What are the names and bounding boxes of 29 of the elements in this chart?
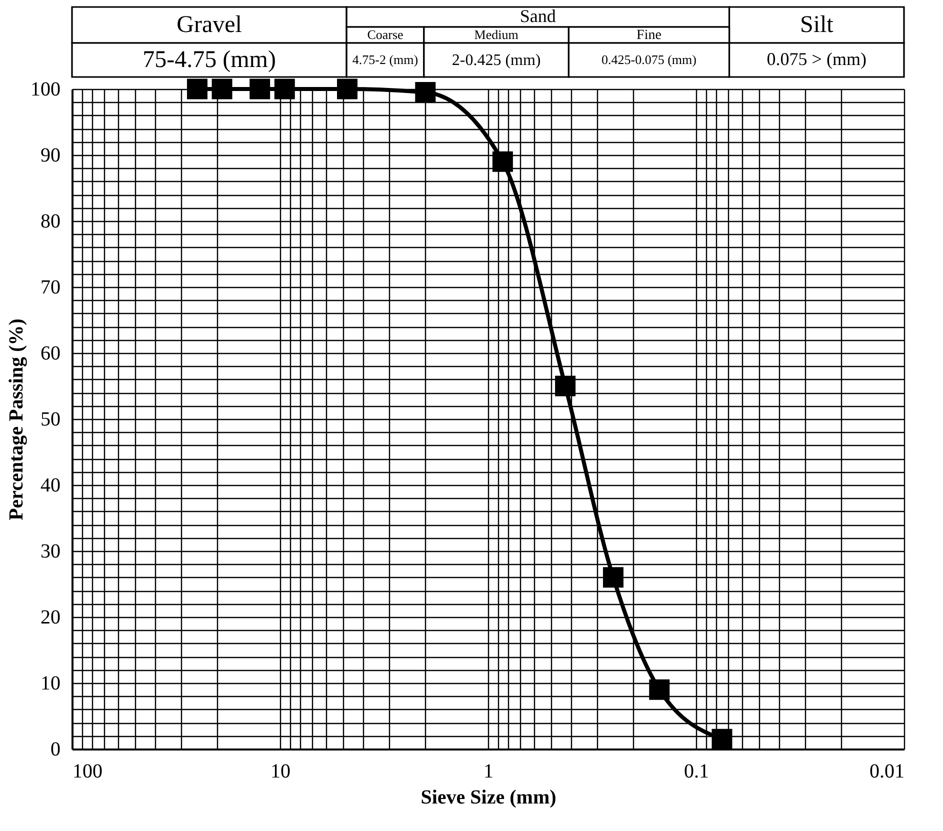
y-tick-label: 100 (30, 78, 60, 100)
text: 4.75-2 (mm) (352, 52, 418, 67)
y-tick-label: 0 (50, 738, 60, 760)
x-tick-label: 0.01 (870, 760, 904, 782)
x-tick-label: 10 (270, 760, 290, 782)
text: Medium (474, 27, 518, 42)
x-tick-label: 0.1 (684, 760, 709, 782)
text: Coarse (367, 27, 404, 42)
y-tick-label: 20 (40, 606, 60, 628)
x-tick-label: 1 (484, 760, 494, 782)
y-tick-label: 60 (40, 342, 60, 364)
text: 0.075 > (mm) (766, 49, 866, 69)
text: Gravel (176, 12, 242, 38)
y-tick-label: 70 (40, 276, 60, 298)
text: 75-4.75 (mm) (142, 47, 276, 73)
text: Silt (800, 12, 834, 38)
text: Fine (636, 28, 662, 43)
y-tick-label: 10 (40, 672, 60, 694)
x-axis-title: Sieve Size (mm) (420, 786, 556, 808)
y-tick-label: 40 (40, 474, 60, 496)
text: Sand (520, 6, 556, 26)
y-tick-label: 80 (40, 210, 60, 232)
y-tick-label: 30 (40, 540, 60, 562)
y-axis-title: Percentage Passing (%) (6, 318, 28, 520)
y-tick-label: 90 (40, 144, 60, 166)
y-tick-label: 50 (40, 408, 60, 430)
text: 0.425-0.075 (mm) (602, 52, 696, 67)
text: 2-0.425 (mm) (452, 52, 541, 69)
x-tick-label: 100 (72, 760, 102, 782)
